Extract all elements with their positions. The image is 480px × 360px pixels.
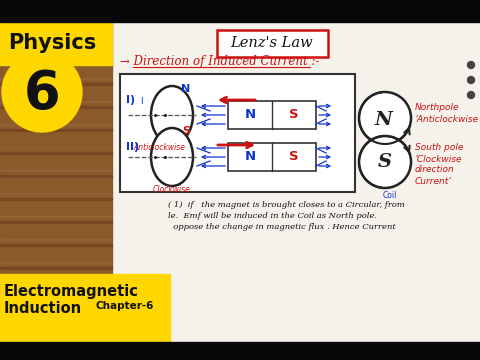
Text: S: S (289, 108, 299, 122)
Text: Lenz's Law: Lenz's Law (231, 36, 313, 50)
Text: Electromagnetic: Electromagnetic (4, 284, 139, 299)
Bar (0, 193, 112, 194)
Bar (0, 124, 112, 125)
Text: ’Clockwise: ’Clockwise (415, 154, 463, 163)
Bar (0, 331, 112, 332)
Bar (0, 147, 112, 148)
Text: Induction: Induction (4, 301, 82, 316)
Text: oppose the change in magnetic flux . Hence Current: oppose the change in magnetic flux . Hen… (168, 223, 396, 231)
Circle shape (2, 52, 82, 132)
Bar (0, 244, 112, 246)
Bar (0, 285, 112, 286)
Text: direction: direction (415, 166, 455, 175)
Bar (0, 101, 112, 102)
Bar (0, 221, 112, 223)
Text: Current‘: Current‘ (415, 176, 452, 185)
Circle shape (468, 91, 475, 99)
Text: N: N (244, 150, 255, 163)
Text: I: I (140, 98, 143, 107)
Bar (0, 175, 112, 177)
Bar (0, 267, 112, 269)
Text: N: N (374, 111, 392, 129)
Text: Chapter-6: Chapter-6 (95, 301, 154, 311)
Circle shape (359, 136, 411, 188)
Text: South pole: South pole (415, 144, 463, 153)
Bar (0, 308, 112, 309)
Text: Physics: Physics (8, 33, 96, 53)
Bar (0, 32, 112, 33)
Bar (0, 83, 112, 85)
Bar (228, 101, 316, 129)
Circle shape (468, 62, 475, 68)
Text: S: S (289, 150, 299, 163)
Text: le.  Emf will be induced in the Coil as North pole.: le. Emf will be induced in the Coil as N… (168, 212, 377, 220)
Text: S: S (378, 153, 392, 171)
Bar (0, 216, 112, 217)
Circle shape (359, 92, 411, 144)
Text: II): II) (126, 142, 139, 152)
Text: Northpole: Northpole (415, 104, 459, 112)
Bar (0, 78, 112, 79)
Bar (0, 22, 112, 342)
Ellipse shape (151, 86, 193, 144)
Bar (112, 22, 480, 342)
Bar (0, 342, 480, 360)
Text: → Direction of Induced Current :-: → Direction of Induced Current :- (120, 55, 320, 68)
Bar (0, 313, 112, 315)
Bar (0, 274, 170, 342)
Bar (0, 198, 112, 200)
Bar (0, 290, 112, 292)
Circle shape (468, 77, 475, 84)
Bar (0, 106, 112, 108)
Text: I): I) (126, 95, 135, 105)
Text: Clockwise: Clockwise (153, 185, 191, 194)
Ellipse shape (151, 128, 193, 186)
Bar (0, 152, 112, 154)
Text: N: N (244, 108, 255, 122)
Text: S: S (182, 126, 190, 136)
Bar (0, 55, 112, 56)
Text: Anticlockwise: Anticlockwise (133, 143, 185, 152)
Bar (0, 336, 112, 338)
Bar (0, 37, 112, 39)
Bar (0, 262, 112, 263)
Bar (228, 143, 316, 171)
Bar (0, 170, 112, 171)
FancyBboxPatch shape (216, 30, 327, 57)
Bar (0, 22, 112, 65)
Text: ’Anticlockwise: ’Anticlockwise (415, 116, 479, 125)
Bar (0, 0, 480, 22)
Text: 6: 6 (24, 68, 60, 120)
Bar (120, 74, 355, 192)
Bar (0, 129, 112, 131)
Bar (0, 60, 112, 62)
Text: Coil: Coil (383, 190, 397, 199)
Bar (0, 239, 112, 240)
Text: N: N (181, 84, 191, 94)
Text: ( 1)  if   the magnet is brought closes to a Circular, from: ( 1) if the magnet is brought closes to … (168, 201, 405, 209)
